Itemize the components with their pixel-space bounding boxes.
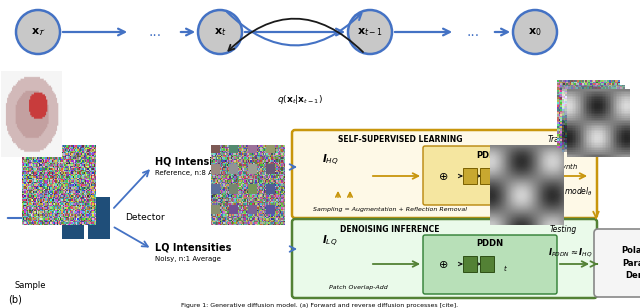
Text: $\boldsymbol{I}_{LQ}$: $\boldsymbol{I}_{LQ}$ [323, 233, 338, 249]
Text: $q(\mathbf{x}_t|\mathbf{x}_{t-1})$: $q(\mathbf{x}_t|\mathbf{x}_{t-1})$ [277, 94, 323, 107]
FancyBboxPatch shape [423, 146, 557, 205]
Text: ...: ... [467, 25, 479, 39]
FancyBboxPatch shape [594, 229, 640, 297]
Text: Reference, n:8 Averages: Reference, n:8 Averages [155, 170, 240, 176]
Bar [463, 168, 477, 184]
Text: Testing: Testing [549, 225, 577, 233]
Text: (b): (b) [8, 295, 22, 305]
Text: $\oplus$: $\oplus$ [438, 258, 448, 270]
Circle shape [513, 10, 557, 54]
Text: $\boldsymbol{I}_{PDDN} \approx \boldsymbol{I}_{HQ}$: $\boldsymbol{I}_{PDDN} \approx \boldsymb… [548, 247, 593, 259]
Circle shape [198, 10, 242, 54]
Text: $t$: $t$ [502, 263, 508, 273]
Bar [62, 197, 84, 239]
Circle shape [16, 10, 60, 54]
Text: Patch Overlap-Add: Patch Overlap-Add [328, 285, 387, 290]
Text: Training: Training [548, 136, 579, 144]
Text: (a): (a) [8, 118, 22, 128]
Text: LQ Intensities: LQ Intensities [155, 243, 232, 253]
FancyBboxPatch shape [292, 219, 597, 298]
Bar [480, 168, 494, 184]
Text: DENOISING INFERENCE: DENOISING INFERENCE [340, 225, 440, 233]
Text: $\oplus$: $\oplus$ [438, 171, 448, 181]
Bar [480, 256, 494, 272]
Text: PDDN: PDDN [476, 152, 504, 160]
Text: Sampling = Augmentation + Reflection Removal: Sampling = Augmentation + Reflection Rem… [313, 206, 467, 212]
Text: SELF-SUPERVISED LEARNING: SELF-SUPERVISED LEARNING [338, 136, 462, 144]
Text: $\mathbf{x}_\mathcal{T}$: $\mathbf{x}_\mathcal{T}$ [31, 26, 45, 38]
Text: $\mathbf{x}_t$: $\mathbf{x}_t$ [214, 26, 227, 38]
Text: ...: ... [148, 25, 161, 39]
Text: $\mathbf{x}_0$: $\mathbf{x}_0$ [528, 26, 542, 38]
FancyBboxPatch shape [292, 130, 597, 218]
Text: $t$: $t$ [502, 175, 508, 185]
Text: $\boldsymbol{I}_{Synth}$: $\boldsymbol{I}_{Synth}$ [553, 159, 578, 173]
Text: PDDN: PDDN [476, 240, 504, 249]
Text: Detector: Detector [125, 213, 164, 222]
Text: Figure 1: Generative diffusion model. (a) Forward and reverse diffusion processe: Figure 1: Generative diffusion model. (a… [181, 303, 459, 308]
Text: HQ Intensities: HQ Intensities [155, 157, 233, 167]
Text: Noisy, n:1 Average: Noisy, n:1 Average [155, 256, 221, 262]
Bar [463, 256, 477, 272]
Text: $\mathbf{x}_{t-1}$: $\mathbf{x}_{t-1}$ [357, 26, 383, 38]
Text: Sample: Sample [14, 281, 45, 290]
Bar [88, 197, 110, 239]
Text: $model_\theta$: $model_\theta$ [564, 186, 593, 198]
Circle shape [348, 10, 392, 54]
Text: $\boldsymbol{I}_{HQ}$: $\boldsymbol{I}_{HQ}$ [321, 152, 339, 168]
Text: Polarimetric
Parameters
Derivation: Polarimetric Parameters Derivation [621, 246, 640, 280]
FancyBboxPatch shape [423, 235, 557, 294]
